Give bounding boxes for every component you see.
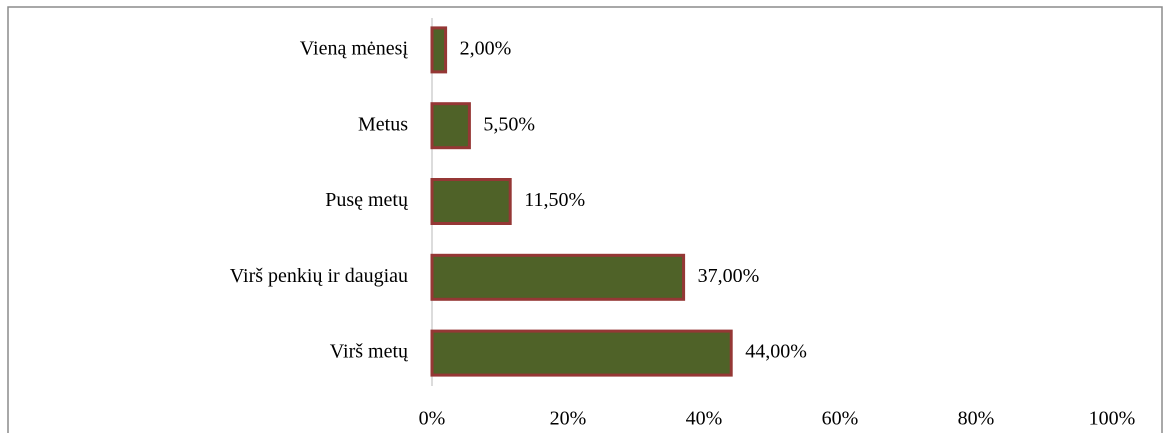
value-label: 11,50% [524,189,585,211]
y-tick-label: Virš metų [330,341,409,363]
x-tick-label: 100% [1089,408,1136,430]
chart-frame [7,6,1163,433]
x-tick-label: 40% [686,408,723,430]
value-label: 37,00% [698,265,760,287]
bar [430,329,733,377]
bar [430,26,448,74]
y-tick-label: Metus [358,113,408,135]
bar [430,253,686,301]
value-label: 44,00% [745,341,807,363]
x-tick-label: 0% [419,408,446,430]
y-tick-label: Pusę metų [325,189,409,211]
x-tick-label: 80% [958,408,995,430]
x-tick-label: 20% [550,408,587,430]
value-label: 5,50% [483,113,535,135]
value-label: 2,00% [460,37,512,59]
y-tick-label: Virš penkių ir daugiau [230,265,408,287]
bar [430,102,471,150]
y-tick-label: Vieną mėnesį [300,37,409,59]
x-tick-label: 60% [822,408,859,430]
bar [430,178,512,225]
